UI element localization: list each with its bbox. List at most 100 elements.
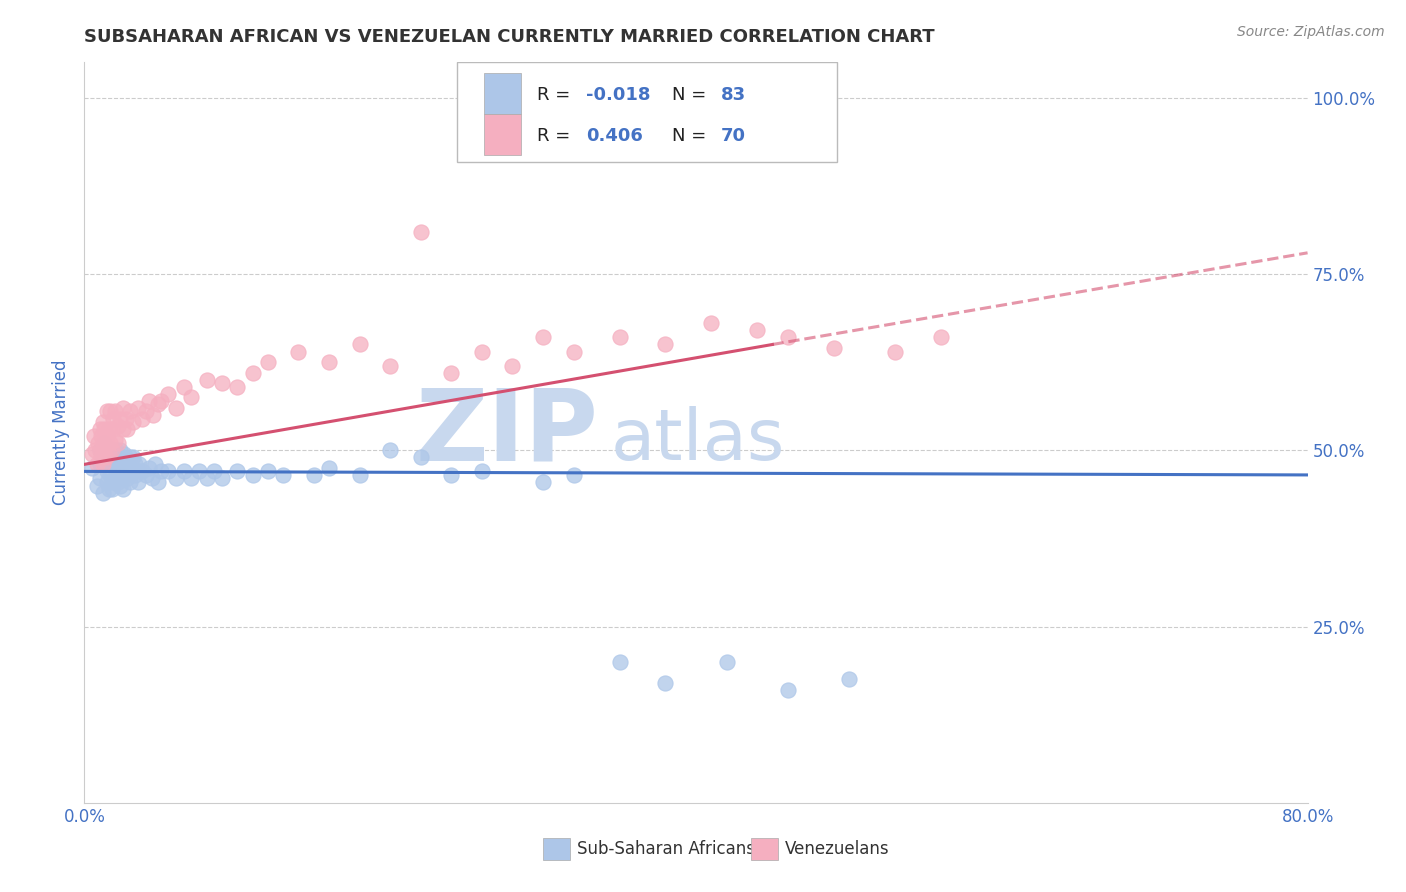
Point [93, 436, 115, 450]
Point [98, 404, 121, 418]
Point [90, 450, 112, 465]
Y-axis label: Currently Married: Currently Married [52, 359, 70, 506]
Point [195, 373, 218, 387]
Point [97, 458, 120, 472]
Point [838, 673, 860, 687]
Point [211, 471, 233, 485]
Point [165, 401, 187, 415]
Point [120, 404, 142, 418]
Point [654, 676, 676, 690]
Point [104, 450, 127, 465]
Point [776, 330, 799, 344]
Point [105, 443, 128, 458]
Point [80, 447, 103, 461]
Text: atlas: atlas [610, 406, 785, 475]
Point [91, 458, 114, 472]
Point [93, 422, 115, 436]
Point [471, 344, 494, 359]
Point [318, 461, 340, 475]
Text: R =: R = [537, 87, 576, 104]
Point [110, 471, 132, 485]
Text: N =: N = [672, 128, 711, 145]
Point [142, 408, 165, 422]
Point [115, 471, 138, 485]
Point [318, 355, 340, 369]
Point [609, 330, 631, 344]
Point [101, 482, 124, 496]
Point [108, 443, 131, 458]
Point [531, 330, 554, 344]
Point [96, 429, 118, 443]
Point [531, 475, 554, 489]
Point [883, 344, 905, 359]
Point [84, 443, 107, 458]
Point [440, 467, 463, 482]
Text: SUBSAHARAN AFRICAN VS VENEZUELAN CURRENTLY MARRIED CORRELATION CHART: SUBSAHARAN AFRICAN VS VENEZUELAN CURRENT… [84, 28, 935, 45]
Text: Source: ZipAtlas.com: Source: ZipAtlas.com [1237, 25, 1385, 39]
Point [112, 447, 135, 461]
Point [111, 422, 134, 436]
Point [609, 655, 631, 669]
Point [180, 471, 202, 485]
Point [111, 401, 134, 415]
Point [149, 464, 172, 478]
Point [127, 475, 149, 489]
Point [143, 458, 166, 472]
Point [138, 461, 160, 475]
Point [91, 485, 114, 500]
Point [157, 464, 180, 478]
Bar [543, 838, 569, 860]
Point [157, 387, 180, 401]
Point [107, 418, 129, 433]
Point [104, 433, 127, 447]
Point [91, 415, 114, 429]
Point [287, 344, 309, 359]
Text: Venezuelans: Venezuelans [786, 839, 890, 858]
Point [115, 422, 138, 436]
Point [257, 464, 280, 478]
Point [124, 458, 146, 472]
Text: Sub-Saharan Africans: Sub-Saharan Africans [578, 839, 755, 858]
Point [104, 461, 127, 475]
Point [131, 411, 153, 425]
Point [111, 482, 134, 496]
Point [96, 443, 118, 458]
Point [101, 422, 124, 436]
Point [173, 464, 195, 478]
Text: 0.406: 0.406 [586, 128, 643, 145]
Point [97, 482, 120, 496]
Point [271, 467, 294, 482]
Bar [751, 838, 778, 860]
Point [101, 443, 124, 458]
Point [111, 461, 134, 475]
Point [97, 443, 120, 458]
Text: N =: N = [672, 87, 711, 104]
Point [107, 467, 129, 482]
Point [349, 467, 371, 482]
Point [97, 447, 120, 461]
Point [94, 450, 117, 465]
Point [257, 355, 280, 369]
Point [409, 225, 432, 239]
Point [120, 461, 142, 475]
Point [89, 471, 111, 485]
Point [98, 467, 121, 482]
Point [108, 411, 131, 425]
Point [101, 458, 124, 472]
Point [104, 471, 127, 485]
Point [89, 443, 111, 458]
Point [188, 464, 211, 478]
Point [135, 404, 157, 418]
Point [700, 316, 723, 330]
Text: -0.018: -0.018 [586, 87, 651, 104]
Point [823, 341, 845, 355]
Point [89, 458, 111, 472]
FancyBboxPatch shape [457, 62, 837, 162]
Point [131, 464, 153, 478]
Point [242, 366, 264, 380]
Point [149, 393, 172, 408]
Point [127, 464, 149, 478]
Point [89, 443, 111, 458]
Point [654, 337, 676, 351]
Point [89, 422, 111, 436]
